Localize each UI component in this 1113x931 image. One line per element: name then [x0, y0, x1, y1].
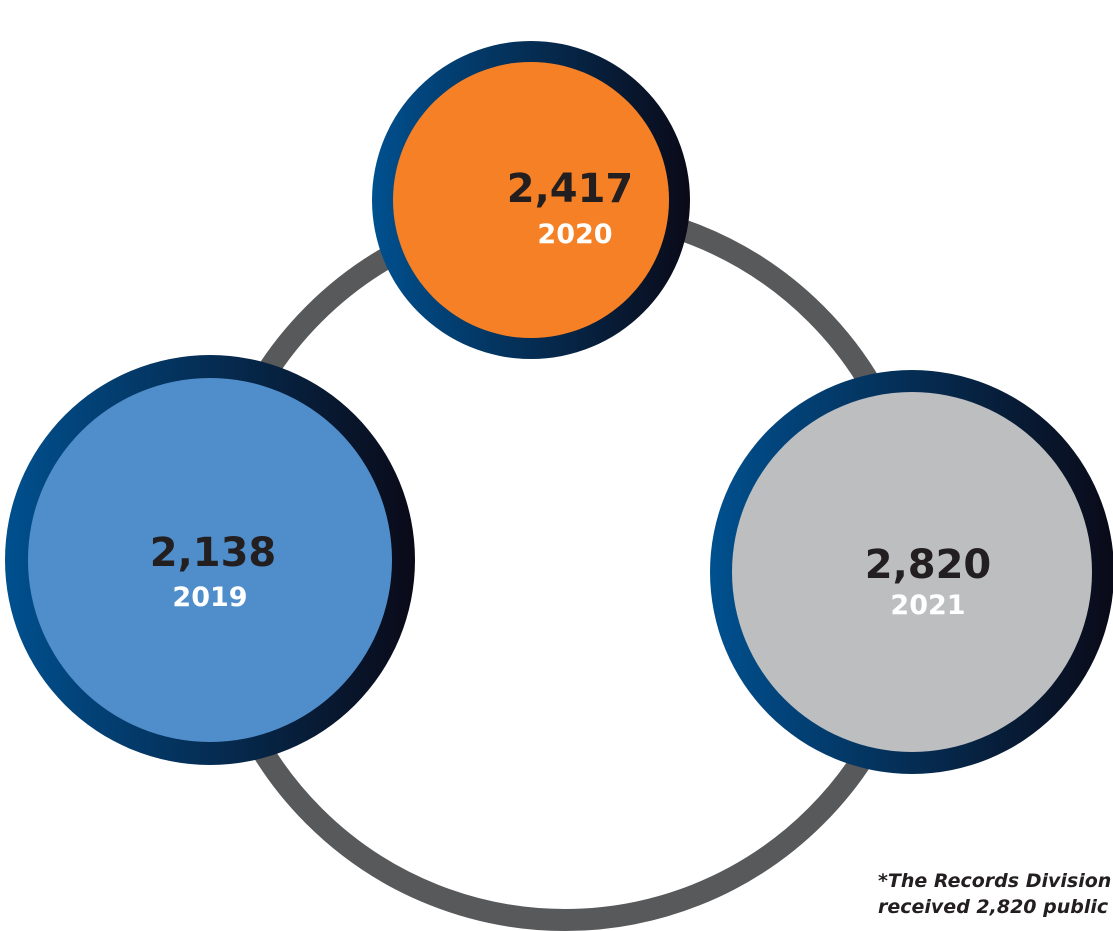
node-value: 2,417 — [507, 166, 634, 212]
node-year: 2021 — [890, 590, 965, 621]
footnote-line: received 2,820 public — [878, 896, 1109, 918]
node-year: 2019 — [172, 582, 247, 613]
node-fill — [28, 378, 392, 742]
node-2020: 2,417 2020 — [372, 41, 690, 359]
node-fill — [732, 392, 1092, 752]
node-2021: 2,820 2021 — [710, 370, 1113, 774]
footnote-line: *The Records Division — [878, 870, 1111, 892]
node-value: 2,820 — [865, 542, 992, 588]
node-2019: 2,138 2019 — [5, 355, 415, 765]
node-fill — [393, 62, 669, 338]
node-value: 2,138 — [150, 530, 277, 576]
node-year: 2020 — [537, 219, 612, 250]
